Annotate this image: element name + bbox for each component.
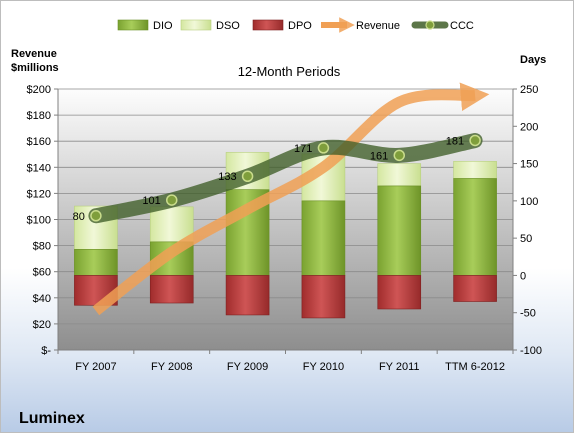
legend-swatch-dio	[117, 19, 149, 31]
legend-label-dso: DSO	[216, 20, 240, 32]
legend-swatch-ccc-dot	[425, 20, 435, 30]
ccc-point	[166, 194, 178, 206]
bar-dso	[149, 206, 194, 243]
left-tick-label: $120	[27, 188, 51, 200]
legend-label-dio: DIO	[153, 20, 173, 32]
bars	[74, 152, 497, 319]
chart-title: 12-Month Periods	[238, 64, 341, 79]
ccc-data-label: 133	[218, 171, 236, 183]
right-tick-label: 150	[520, 159, 538, 171]
left-tick-label: $-	[41, 345, 51, 357]
ccc-data-label: 101	[142, 195, 160, 207]
x-tick-label: FY 2007	[75, 361, 116, 373]
ccc-point	[469, 134, 481, 147]
x-tick-label: FY 2011	[379, 361, 420, 373]
left-tick-label: $80	[33, 241, 51, 253]
legend-label-dpo: DPO	[288, 20, 312, 32]
right-tick-label: 0	[520, 270, 526, 282]
left-tick-label: $140	[27, 162, 51, 174]
bar-dpo	[377, 275, 422, 310]
left-tick-label: $20	[33, 319, 51, 331]
ccc-point	[317, 142, 330, 154]
ccc-data-label: 181	[446, 135, 464, 147]
left-tick-label: $200	[27, 84, 51, 96]
left-axis-title-line1: Revenue	[11, 48, 57, 60]
bar-dpo	[301, 275, 346, 319]
right-tick-label: 100	[520, 196, 538, 208]
bar-dio	[74, 249, 118, 276]
legend-swatch-dpo	[252, 19, 284, 31]
ccc-point	[393, 149, 405, 162]
left-tick-label: $40	[33, 293, 51, 305]
x-tick-label: FY 2008	[151, 361, 192, 373]
company-name: Luminex	[19, 410, 85, 427]
ccc-data-label: 80	[73, 211, 85, 223]
bar-dpo	[149, 275, 194, 304]
ccc-point	[90, 210, 102, 222]
gridlines	[58, 88, 513, 351]
ccc-data-label: 161	[370, 150, 388, 162]
bar-dpo	[453, 275, 497, 302]
data-labels: 80 101 133 171 161 181	[73, 135, 464, 222]
bar-dio	[301, 200, 346, 276]
left-tick-label: $180	[27, 110, 51, 122]
bar-dpo	[225, 275, 270, 316]
lines	[88, 82, 490, 316]
legend-label-ccc: CCC	[450, 20, 474, 32]
legend: DIO DSO DPO Revenue CCC	[117, 17, 474, 33]
bar-dso	[377, 163, 422, 187]
ccc-line	[88, 132, 483, 224]
left-tick-label: $100	[27, 215, 51, 227]
axes: $- $20 $40 $60 $80 $100 $120 $140 $160 $180 $200 -1…	[27, 84, 543, 373]
ccc-data-label: 171	[294, 143, 312, 155]
right-tick-label: 200	[520, 121, 538, 133]
right-tick-label: -100	[520, 345, 542, 357]
x-tick-label: FY 2010	[303, 361, 344, 373]
ccc-point	[241, 170, 254, 182]
legend-label-revenue: Revenue	[356, 20, 400, 32]
revenue-line	[92, 82, 490, 316]
left-tick-label: $60	[33, 267, 51, 279]
right-tick-label: 50	[520, 233, 532, 245]
legend-swatch-dso	[180, 19, 212, 31]
left-axis-title-line2: $millions	[11, 62, 59, 74]
right-axis-title: Days	[520, 54, 546, 66]
right-tick-label: -50	[520, 308, 536, 320]
bar-dso	[453, 161, 497, 179]
x-tick-label: TTM 6-2012	[445, 361, 505, 373]
x-tick-label: FY 2009	[227, 361, 268, 373]
right-tick-label: 250	[520, 84, 538, 96]
bar-dio	[377, 185, 422, 276]
left-tick-label: $160	[27, 136, 51, 148]
bar-dio	[453, 178, 497, 276]
